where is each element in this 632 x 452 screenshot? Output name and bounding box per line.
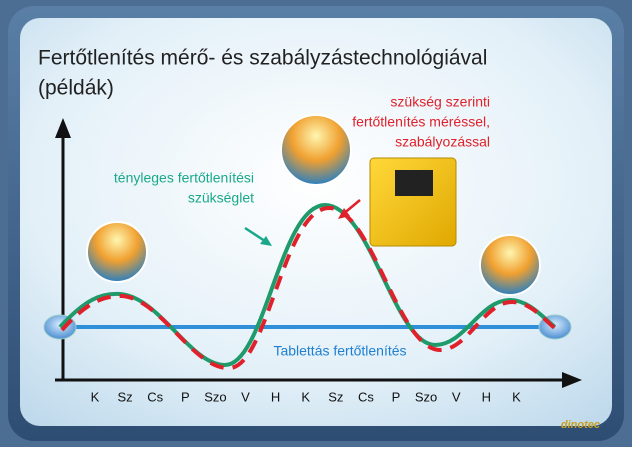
device xyxy=(369,157,457,247)
arrow xyxy=(562,372,582,388)
measured-curve xyxy=(60,205,558,371)
day-label: V xyxy=(241,389,250,404)
actual-curve xyxy=(58,202,557,368)
logo: dinotec xyxy=(561,419,600,431)
annotation: fertőtlenítés méréssel, xyxy=(352,114,490,130)
day-label: Cs xyxy=(358,389,374,404)
day-label: Szo xyxy=(415,389,437,404)
arrow xyxy=(55,118,71,138)
day-label: Cs xyxy=(147,389,163,404)
day-label: K xyxy=(512,389,521,404)
people-icon xyxy=(280,114,352,186)
day-label: P xyxy=(392,389,401,404)
day-label: P xyxy=(181,389,190,404)
title: Fertőtlenítés mérő- és szabályzástechnol… xyxy=(38,47,487,70)
day-label: V xyxy=(452,389,461,404)
day-label: K xyxy=(91,389,100,404)
annotation: szabályozással xyxy=(395,134,490,150)
day-label: K xyxy=(301,389,310,404)
day-label: Sz xyxy=(328,389,343,404)
day-label: H xyxy=(271,389,280,404)
annotation: Tablettás fertőtlenítés xyxy=(273,343,406,359)
pointer xyxy=(260,236,272,246)
day-labels: K Sz Cs P Szo V H K Sz Cs P Szo V H K xyxy=(91,389,521,404)
annotation: tényleges fertőtlenítési xyxy=(114,170,254,186)
title: (példák) xyxy=(38,77,114,100)
device-screen xyxy=(395,170,433,196)
people-icon xyxy=(86,221,148,283)
day-label: Sz xyxy=(118,389,133,404)
annotation: szükség szerinti xyxy=(390,94,490,110)
people-icon xyxy=(479,234,541,296)
pointer xyxy=(338,208,350,219)
day-label: H xyxy=(482,389,491,404)
day-label: Szo xyxy=(204,389,226,404)
annotation: szükséglet xyxy=(188,190,254,206)
